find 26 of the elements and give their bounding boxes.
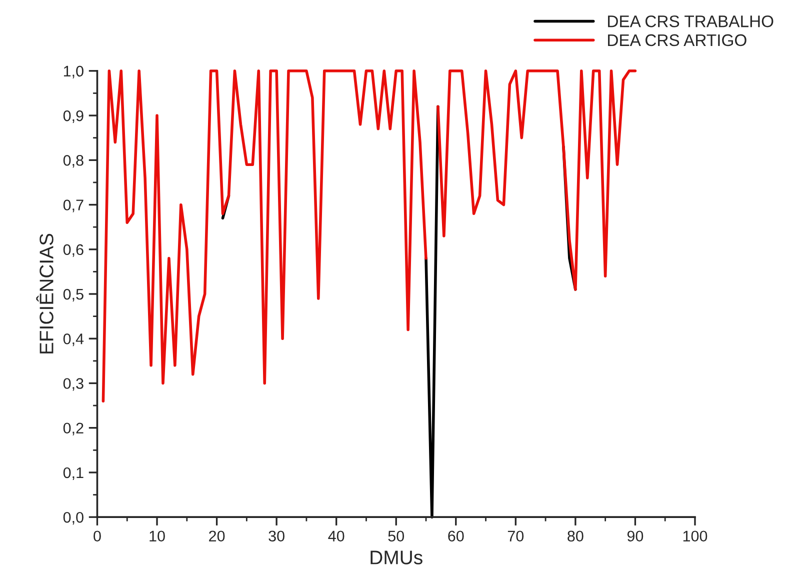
- x-tick-label: 40: [328, 530, 344, 542]
- x-tick-label: 30: [268, 530, 284, 542]
- x-tick-label: 50: [388, 530, 404, 542]
- y-tick-label: 0,7: [63, 200, 84, 212]
- x-tick-label: 0: [94, 530, 101, 542]
- x-axis-title: DMUs: [370, 550, 422, 564]
- x-tick-label: 60: [448, 530, 464, 542]
- x-tick-label: 80: [568, 530, 584, 542]
- y-tick-label: 0,5: [63, 288, 84, 302]
- x-tick-label: 70: [508, 530, 524, 542]
- y-tick-label: 0,1: [63, 467, 84, 480]
- x-tick-label: 100: [683, 530, 708, 542]
- x-tick-label: 20: [209, 530, 225, 542]
- y-tick-label: 0,0: [63, 512, 84, 525]
- y-axis-title: EFICIÊNCIAS: [36, 234, 54, 354]
- x-tick-label: 10: [150, 530, 165, 542]
- x-tick-label: 90: [627, 530, 644, 542]
- y-tick-label: 0,4: [63, 333, 84, 346]
- y-tick-label: 0,2: [63, 422, 84, 436]
- legend-label: DEA CRS ARTIGO: [608, 34, 746, 46]
- y-tick-label: 0,3: [63, 378, 84, 391]
- legend-label: DEA CRS TRABALHO: [608, 15, 774, 28]
- y-tick-label: 0,8: [63, 154, 84, 168]
- y-tick-label: 0,9: [63, 110, 84, 123]
- y-tick-label: 0,6: [63, 244, 84, 257]
- y-tick-label: 1,0: [64, 66, 84, 78]
